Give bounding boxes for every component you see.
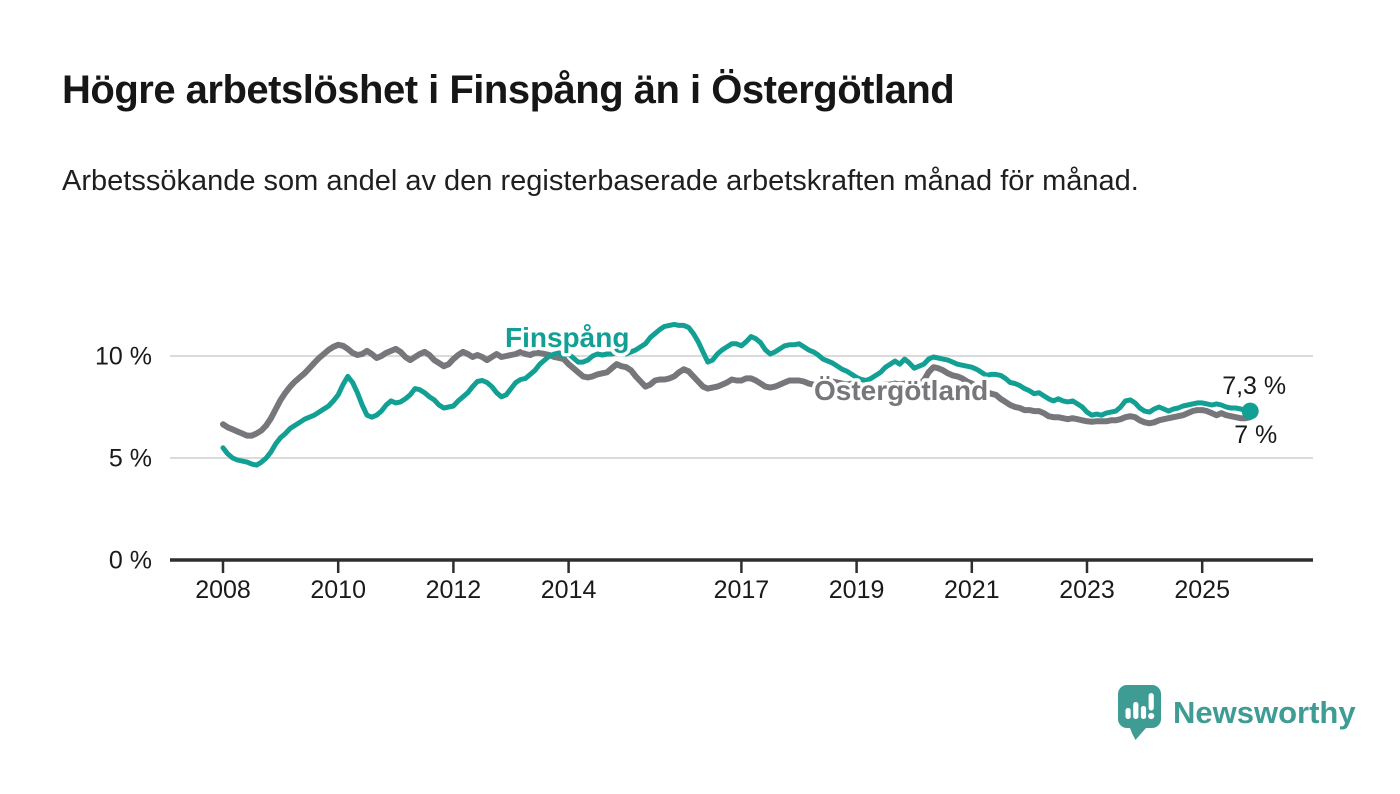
x-tick-label: 2014	[541, 576, 597, 604]
x-tick-label: 2019	[829, 576, 885, 604]
series-label-östergötland: Östergötland	[814, 375, 988, 406]
x-tick-label: 2010	[310, 576, 366, 604]
series-line-östergötland	[220, 341, 1254, 439]
series-line-finspång	[220, 321, 1253, 468]
page-title: Högre arbetslöshet i Finspång än i Öster…	[62, 68, 955, 112]
end-value-label-finspång: 7,3 %	[1222, 372, 1286, 400]
y-tick-label: 0 %	[109, 547, 152, 575]
page-subtitle: Arbetssökande som andel av den registerb…	[62, 165, 1139, 197]
x-tick-label: 2025	[1174, 576, 1230, 604]
newsworthy-bubble-chart-icon	[1118, 685, 1161, 740]
x-tick-label: 2008	[195, 576, 251, 604]
x-tick-label: 2017	[714, 576, 770, 604]
end-dot	[1241, 402, 1259, 420]
newsworthy-logo: Newsworthy	[1116, 684, 1356, 742]
x-tick-label: 2012	[426, 576, 482, 604]
y-tick-label: 5 %	[109, 445, 152, 473]
x-tick-label: 2023	[1059, 576, 1115, 604]
end-value-label-östergötland: 7 %	[1234, 421, 1277, 449]
x-tick-label: 2021	[944, 576, 1000, 604]
series-label-finspång: Finspång	[505, 322, 629, 353]
newsworthy-logo-text: Newsworthy	[1173, 695, 1356, 730]
y-tick-label: 10 %	[95, 343, 152, 371]
